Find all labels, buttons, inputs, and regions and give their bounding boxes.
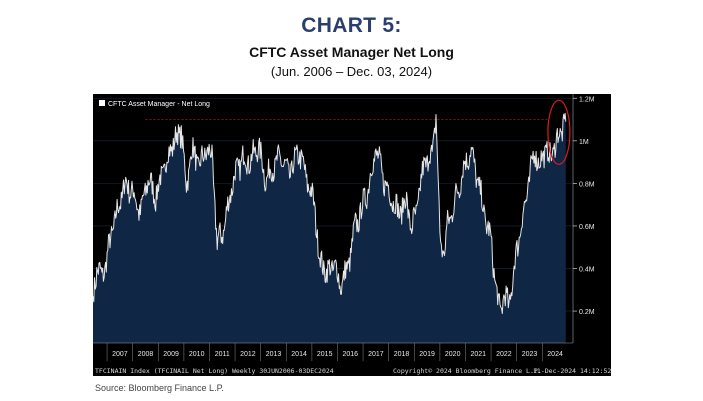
x-tick-label: 2013	[266, 351, 282, 358]
y-tick-label: 0.4M	[579, 267, 595, 274]
series-line	[93, 112, 567, 315]
x-tick-label: 2022	[496, 351, 512, 358]
y-tick-label: 0.6M	[579, 224, 595, 231]
source-note: Source: Bloomberg Finance L.P.	[95, 383, 224, 393]
x-tick-label: 2011	[215, 351, 230, 358]
x-tick-label: 2016	[342, 351, 358, 358]
y-tick-label: 1M	[579, 139, 589, 146]
timestamp-label: 11-Dec-2024 14:12:52	[533, 367, 611, 375]
copyright-label: Copyright© 2024 Bloomberg Finance L.P.	[393, 367, 542, 375]
chart-title: CFTC Asset Manager Net Long	[249, 44, 454, 60]
x-tick-label: 2009	[163, 351, 179, 358]
chart-subtitle: (Jun. 2006 – Dec. 03, 2024)	[270, 64, 433, 79]
x-tick-label: 2018	[394, 351, 410, 358]
index-label: TFCINAIN Index (TFCINAIL Net Long) Weekl…	[95, 367, 334, 375]
x-tick-label: 2017	[368, 351, 384, 358]
series-area	[93, 113, 566, 343]
highlight-circle	[547, 99, 571, 165]
x-tick-label: 2012	[240, 351, 256, 358]
x-tick-label: 2008	[138, 351, 154, 358]
y-tick-label: 1.2M	[579, 96, 595, 103]
y-tick-label: 0.8M	[579, 181, 595, 188]
x-tick-label: 2014	[291, 351, 307, 358]
bloomberg-chart-panel: 0.2M 0.4M 0.6M 0.8M 1M 1.2M 2007 2008 2009 2010 2…	[93, 94, 611, 376]
x-tick-label: 2024	[547, 351, 563, 358]
x-tick-label: 2015	[317, 351, 333, 358]
legend-swatch	[99, 100, 105, 106]
x-tick-label: 2019	[419, 351, 435, 358]
chart-canvas: 0.2M 0.4M 0.6M 0.8M 1M 1.2M 2007 2008 2009 2010 2…	[93, 94, 611, 375]
x-tick-label: 2020	[445, 351, 461, 358]
x-tick-label: 2007	[112, 351, 128, 358]
x-tick-label: 2010	[189, 351, 205, 358]
legend-label: CFTC Asset Manager - Net Long	[108, 101, 210, 108]
chart-number: CHART 5:	[301, 14, 402, 37]
x-tick-label: 2023	[522, 351, 538, 358]
x-tick-label: 2021	[470, 351, 486, 358]
y-tick-label: 0.2M	[579, 309, 595, 316]
